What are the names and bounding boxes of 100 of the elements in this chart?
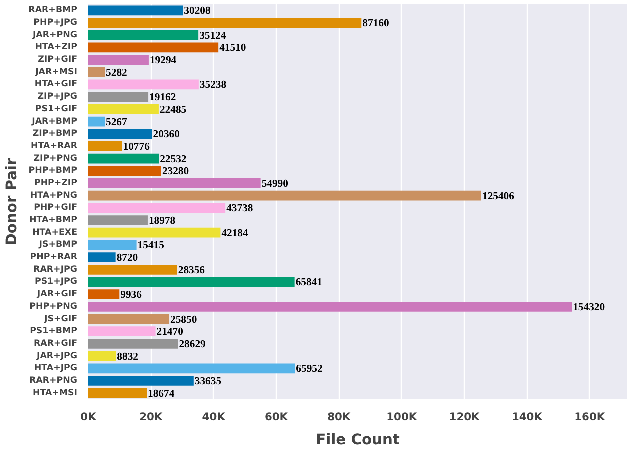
data-label: 5267 (106, 117, 128, 128)
bar (88, 264, 178, 275)
data-label: 22532 (160, 154, 187, 166)
bar (88, 240, 137, 250)
data-label: 5282 (106, 68, 128, 79)
bar (88, 216, 148, 226)
y-tick-label: PHP+ZIP (34, 178, 78, 188)
y-tick-label: JS+GIF (44, 314, 78, 324)
data-label: 28356 (178, 265, 206, 276)
data-label: 154320 (573, 302, 606, 314)
y-tick-label: PHP+JPG (34, 18, 78, 28)
bar (88, 314, 170, 324)
x-tick-label: 100K (386, 410, 418, 424)
data-label: 35238 (200, 80, 227, 92)
bar (88, 30, 199, 40)
y-tick-label: ZIP+PNG (34, 154, 78, 164)
x-tick-label: 0K (80, 410, 98, 424)
data-label: 19294 (150, 56, 178, 67)
bar (88, 364, 296, 374)
bar (88, 388, 148, 398)
data-label: 30208 (184, 6, 211, 18)
data-label: 20360 (153, 130, 180, 141)
x-tick-label: 160K (574, 410, 606, 424)
data-label: 8832 (117, 352, 138, 363)
data-label: 41510 (220, 43, 246, 54)
data-label: 28629 (179, 339, 206, 350)
x-tick-label: 40K (202, 410, 226, 424)
y-tick-label: ZIP+GIF (38, 55, 78, 66)
y-tick-label: PS1+JPG (34, 277, 78, 288)
data-label: 21470 (156, 327, 184, 338)
bar (88, 277, 295, 288)
y-tick-label: HTA+BMP (30, 216, 78, 226)
data-label: 33635 (194, 376, 222, 388)
x-tick-label: 140K (512, 410, 544, 424)
bar (88, 142, 122, 152)
bar (88, 376, 194, 386)
y-tick-label: ZIP+JPG (38, 92, 78, 102)
data-label: 22485 (160, 104, 187, 116)
bar (88, 6, 184, 16)
y-tick-label: JAR+BMP (31, 116, 78, 127)
data-label: 23280 (162, 166, 190, 178)
y-tick-label: HTA+ZIP (35, 42, 78, 53)
data-label: 10776 (123, 142, 151, 153)
bar (88, 228, 221, 238)
y-tick-label: HTA+RAR (31, 141, 78, 152)
bar (88, 178, 261, 188)
data-label: 19162 (150, 92, 176, 104)
bar (88, 116, 106, 127)
bar (88, 92, 149, 102)
y-tick-label: HTA+JPG (34, 364, 78, 374)
data-label: 65841 (296, 278, 322, 289)
data-label: 25850 (170, 314, 198, 326)
data-label: 125406 (482, 191, 516, 202)
bar (88, 67, 106, 78)
y-tick-label: HTA+PNG (30, 190, 78, 201)
y-tick-label: JAR+MSI (34, 67, 78, 78)
bar (88, 55, 149, 65)
bar (88, 302, 572, 312)
y-tick-label: JAR+JPG (36, 351, 78, 362)
bar (88, 80, 199, 90)
y-tick-label: HTA+GIF (34, 80, 78, 90)
y-tick-label: ZIP+BMP (32, 129, 78, 140)
bar (88, 290, 120, 300)
bar (88, 326, 156, 337)
y-tick-label: RAR+BMP (28, 6, 78, 16)
x-axis-title: File Count (316, 432, 400, 448)
data-label: 15415 (138, 240, 164, 252)
y-tick-label: PHP+RAR (30, 252, 78, 263)
data-label: 54990 (262, 178, 288, 190)
data-label: 8720 (116, 253, 138, 264)
data-label: 9936 (120, 290, 143, 302)
y-axis-title: Donor Pair (4, 157, 21, 246)
data-label: 42184 (222, 228, 250, 240)
data-label: 18978 (148, 216, 176, 228)
bar (88, 203, 226, 214)
data-label: 65952 (296, 364, 323, 376)
y-tick-label: PHP+PNG (30, 302, 78, 312)
y-tick-label: PS1+BMP (30, 326, 78, 337)
x-tick-label: 120K (449, 410, 481, 424)
bar (88, 129, 152, 140)
bar (88, 351, 116, 362)
data-label: 18674 (148, 388, 176, 400)
data-label: 35124 (200, 30, 227, 42)
x-tick-label: 60K (264, 410, 289, 424)
bar (88, 252, 116, 262)
bar (88, 339, 178, 349)
bar (88, 190, 482, 201)
y-tick-label: JAR+PNG (32, 30, 78, 40)
y-tick-label: PHP+GIF (34, 203, 78, 214)
y-tick-label: RAR+PNG (30, 376, 78, 386)
bar (88, 104, 159, 114)
bar (88, 42, 219, 53)
x-tick-label: 80K (328, 410, 352, 424)
y-tick-label: RAR+GIF (34, 338, 78, 349)
y-tick-label: PS1+GIF (35, 104, 78, 114)
y-tick-label: HTA+EXE (32, 228, 78, 238)
y-tick-label: RAR+JPG (34, 264, 78, 275)
bar (88, 166, 162, 176)
y-tick-label: JS+BMP (38, 240, 78, 250)
bar (88, 18, 362, 28)
